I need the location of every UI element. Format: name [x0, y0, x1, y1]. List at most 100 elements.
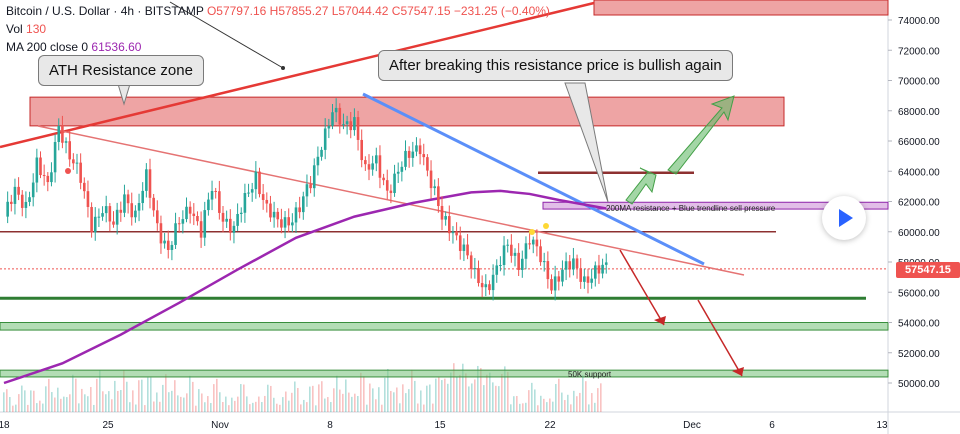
volume-bar — [540, 395, 542, 412]
volume-bar — [594, 402, 596, 412]
volume-bar — [591, 393, 593, 412]
candle-body — [542, 261, 546, 263]
zone-rect — [0, 369, 889, 378]
candle-body — [166, 240, 170, 250]
volume-bar — [360, 372, 362, 412]
volume-bar — [330, 402, 332, 412]
candle-body — [272, 211, 276, 218]
volume-bar — [168, 392, 170, 412]
volume-bar — [405, 393, 407, 412]
candle-body — [39, 157, 42, 176]
candle-body — [407, 150, 411, 158]
volume-bar — [498, 386, 500, 412]
volume-bar — [165, 374, 167, 412]
volume-bar — [516, 395, 518, 412]
candle-body — [553, 276, 557, 291]
volume-bar — [546, 402, 548, 412]
bearish-arrow-2 — [697, 299, 743, 377]
volume-bar — [147, 377, 149, 412]
volume-bar — [276, 403, 278, 412]
candle-body — [258, 171, 261, 195]
candle-body — [298, 207, 301, 213]
volume-bar — [519, 403, 521, 412]
candle-body — [192, 213, 196, 217]
volume-bar — [582, 375, 584, 412]
volume-bar — [573, 390, 575, 412]
time-tick-label: 13 — [876, 420, 888, 431]
volume-bar — [321, 381, 323, 412]
volume-bar — [255, 401, 257, 412]
volume-bar — [297, 387, 299, 412]
volume-bar — [102, 391, 104, 412]
candle-body — [24, 201, 28, 208]
volume-bar — [42, 403, 44, 412]
candle-body — [93, 216, 97, 233]
volume-bar — [282, 397, 284, 412]
support-50k-label: 50K support — [568, 370, 612, 379]
volume-bar — [444, 378, 446, 412]
candle-body — [356, 117, 360, 140]
volume-bar — [141, 379, 143, 412]
volume-bar — [501, 373, 503, 412]
candle-body — [214, 190, 217, 192]
candle-body — [393, 173, 396, 194]
volume-bar — [171, 390, 173, 412]
time-axis[interactable]: 18 25 Nov 8 15 22 Dec 6 13 — [0, 420, 888, 431]
volume-bar — [258, 396, 260, 412]
price-axis[interactable]: 74000.00 72000.00 70000.00 68000.00 66000.00… — [888, 16, 940, 390]
zone-rect — [29, 96, 785, 127]
candle-body — [590, 278, 593, 283]
volume-bar — [366, 404, 368, 412]
volume-bar — [447, 383, 449, 412]
volume-bar — [492, 382, 494, 412]
candle-body — [469, 255, 473, 270]
candle-body — [444, 216, 447, 220]
volume-bar — [354, 393, 356, 412]
arrows — [619, 95, 744, 377]
play-replay-button[interactable] — [822, 196, 866, 240]
volume-bar — [75, 378, 77, 412]
ma-resistance-label: 200MA resistance + Blue trendline sell p… — [606, 204, 776, 213]
candle-body — [79, 162, 82, 183]
volume-bar — [144, 405, 146, 412]
volume-bar — [225, 396, 227, 412]
volume-bar — [384, 377, 386, 412]
candle-body — [466, 244, 469, 256]
candle-body — [6, 201, 9, 217]
candle-body — [265, 199, 269, 204]
candle-body — [108, 206, 112, 222]
candle-body — [583, 276, 586, 282]
volume-bar — [438, 377, 440, 412]
volume-bar — [291, 392, 293, 412]
candle-body — [575, 258, 579, 269]
volume-bar — [390, 390, 392, 412]
volume-bar — [39, 400, 41, 412]
candle-body — [170, 244, 174, 250]
volume-bar — [216, 378, 218, 412]
volume-bars — [3, 363, 602, 412]
bullish-arrow-small — [625, 167, 657, 205]
volume-bar — [450, 372, 452, 412]
candle-body — [17, 186, 20, 195]
candle-body — [389, 190, 393, 194]
volume-bar — [525, 402, 527, 412]
volume-bar — [567, 394, 569, 412]
price-tick-label: 74000.00 — [898, 16, 940, 27]
time-tick-label: 6 — [769, 420, 775, 431]
ma200-line — [3, 189, 607, 385]
candle-body — [90, 206, 93, 233]
volume-bar — [537, 405, 539, 412]
volume-bar — [177, 395, 179, 412]
candle-body — [269, 203, 272, 218]
volume-bar — [153, 401, 155, 412]
volume-bar — [183, 397, 185, 412]
volume-bar — [27, 404, 29, 412]
candle-body — [137, 203, 141, 211]
candle-body — [382, 177, 385, 181]
symbol-label: Bitcoin / U.S. Dollar · 4h · BITSTAMP — [6, 4, 204, 18]
volume-bar — [267, 384, 269, 412]
volume-bar — [279, 404, 281, 412]
candle-body — [72, 159, 75, 164]
candle-body — [104, 206, 108, 214]
